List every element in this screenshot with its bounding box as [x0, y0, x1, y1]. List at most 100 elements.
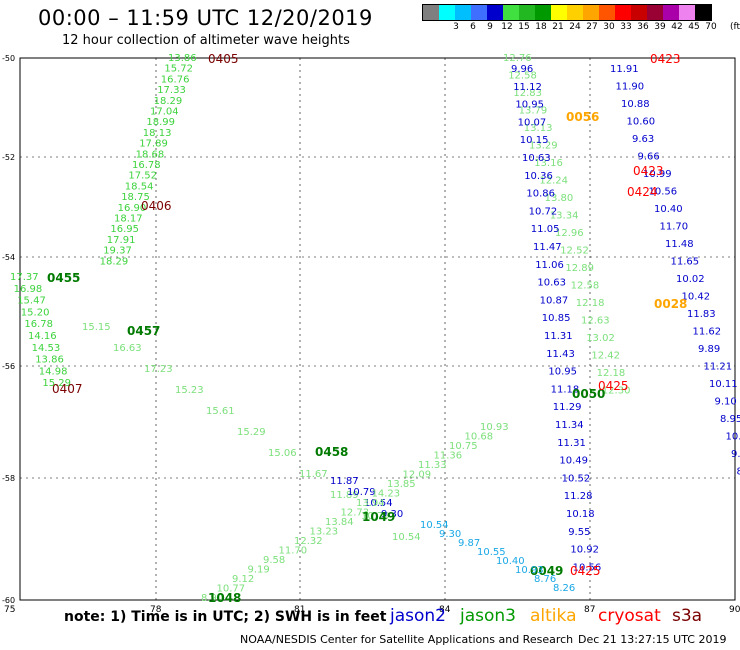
- swh-value: 10.75: [449, 441, 478, 452]
- colorbar-label: 30: [603, 22, 615, 32]
- swh-value: 10.52: [562, 473, 591, 484]
- swh-value: 9.19: [248, 565, 270, 576]
- colorbar-label: 6: [470, 22, 476, 32]
- colorbar-swatch: [679, 5, 695, 20]
- y-tick-label: -54: [2, 253, 15, 262]
- swh-value: 11.43: [546, 349, 575, 360]
- swh-value: 10.56: [573, 562, 602, 573]
- y-tick-label: -60: [2, 596, 15, 605]
- swh-value: 11.48: [665, 239, 694, 250]
- swh-value: 18.75: [121, 192, 150, 203]
- swh-value: 11.21: [704, 362, 733, 373]
- swh-value: 13.23: [310, 527, 339, 538]
- swh-value: 12.52: [560, 246, 589, 257]
- colorbar-label: 15: [518, 22, 530, 32]
- swh-value: 9.87: [458, 538, 480, 549]
- swh-value: 13.79: [519, 106, 548, 117]
- x-tick-label: 75: [4, 605, 15, 615]
- swh-value: 12.96: [555, 228, 584, 239]
- map-frame: [19, 57, 736, 601]
- legend-jason2: jason2: [390, 606, 446, 626]
- swh-value: 9.96: [511, 64, 533, 75]
- swh-value: 10.56: [649, 187, 678, 198]
- swh-value: 12.42: [591, 351, 620, 362]
- swh-value: 9.12: [232, 574, 254, 585]
- swh-value: 10.85: [542, 313, 571, 324]
- legend-s3a: s3a: [672, 606, 703, 626]
- pass-time-label: 0028: [654, 297, 687, 311]
- swh-value: 10.02: [676, 274, 705, 285]
- swh-value: 10.11: [709, 379, 738, 390]
- swh-value: 10.77: [217, 584, 246, 595]
- swh-value: 11.89: [330, 490, 359, 501]
- swh-value: 10.63: [522, 153, 551, 164]
- swh-value: 11.36: [434, 451, 463, 462]
- swh-value: 9.30: [439, 529, 461, 540]
- swh-value: 14.53: [32, 343, 61, 354]
- swh-value: 15.29: [42, 378, 71, 389]
- swh-value: 10.40: [496, 556, 525, 567]
- swh-value: 10.92: [570, 545, 599, 556]
- colorbar-swatch: [487, 5, 503, 20]
- swh-value: 18.68: [136, 149, 165, 160]
- swh-value: 18.13: [143, 128, 172, 139]
- swh-value: 10.15: [520, 135, 549, 146]
- swh-value: 12.09: [403, 470, 432, 481]
- swh-value: 9.66: [638, 152, 660, 163]
- swh-value: 10.54: [420, 520, 449, 531]
- swh-value: 10.70: [726, 432, 740, 443]
- swh-value: 18.99: [146, 117, 175, 128]
- swh-value: 17.37: [10, 272, 39, 283]
- swh-value: 13.16: [534, 158, 563, 169]
- swh-value: 15.47: [17, 296, 46, 307]
- swh-value: 12.73: [341, 508, 370, 519]
- pass-time-label: 0050: [572, 387, 605, 401]
- colorbar-swatch: [599, 5, 615, 20]
- swh-value: 13.80: [545, 193, 574, 204]
- swh-value: 19.37: [103, 246, 132, 257]
- swh-value: 12.18: [597, 368, 626, 379]
- swh-value: 11.83: [687, 309, 716, 320]
- swh-value: 8.95: [720, 414, 740, 425]
- colorbar-swatch: [471, 5, 487, 20]
- swh-value: 17.33: [157, 85, 186, 96]
- swh-value: 11.34: [555, 420, 584, 431]
- pass-time-label: 0425: [570, 564, 601, 578]
- swh-value: 11.33: [418, 460, 447, 471]
- map-title: 00:00 – 11:59 UTC 12/20/2019: [38, 6, 373, 30]
- swh-value: 11.62: [693, 327, 722, 338]
- swh-value: 13.34: [550, 211, 579, 222]
- swh-value: 13.13: [524, 123, 553, 134]
- colorbar-swatch: [663, 5, 679, 20]
- x-tick-label: 87: [584, 605, 595, 615]
- swh-value: 11.87: [330, 476, 359, 487]
- colorbar-label: 45: [688, 22, 700, 32]
- swh-value: 14.16: [28, 331, 57, 342]
- colorbar-swatch: [583, 5, 599, 20]
- colorbar-label: 33: [620, 22, 632, 32]
- colorbar-swatch: [455, 5, 471, 20]
- swh-value: 12.83: [513, 88, 542, 99]
- map-subtitle: 12 hour collection of altimeter wave hei…: [62, 33, 350, 48]
- swh-value: 11.70: [660, 222, 689, 233]
- x-tick-label: 90: [729, 605, 740, 615]
- swh-value: 13.29: [529, 141, 558, 152]
- swh-value: 14.98: [39, 366, 68, 377]
- swh-value: 16.95: [110, 224, 139, 235]
- swh-value: 15.20: [21, 307, 50, 318]
- swh-value: 15.23: [175, 385, 204, 396]
- pass-time-label: 0049: [530, 564, 563, 578]
- swh-value: 12.30: [602, 386, 631, 397]
- swh-value: 13.84: [325, 517, 354, 528]
- x-tick-label: 84: [439, 605, 451, 615]
- pass-time-label: 0457: [127, 324, 160, 338]
- swh-value: 13.94: [356, 498, 385, 509]
- swh-value: 18.29: [154, 96, 183, 107]
- x-tick-label: 81: [294, 605, 305, 615]
- swh-value: 13.02: [586, 333, 615, 344]
- colorbar-swatch: [647, 5, 663, 20]
- pass-time-label: 0423: [650, 52, 681, 66]
- footer-credit: NOAA/NESDIS Center for Satellite Applica…: [240, 633, 574, 646]
- swh-value: 12.58: [571, 281, 600, 292]
- swh-value: 10.79: [347, 487, 376, 498]
